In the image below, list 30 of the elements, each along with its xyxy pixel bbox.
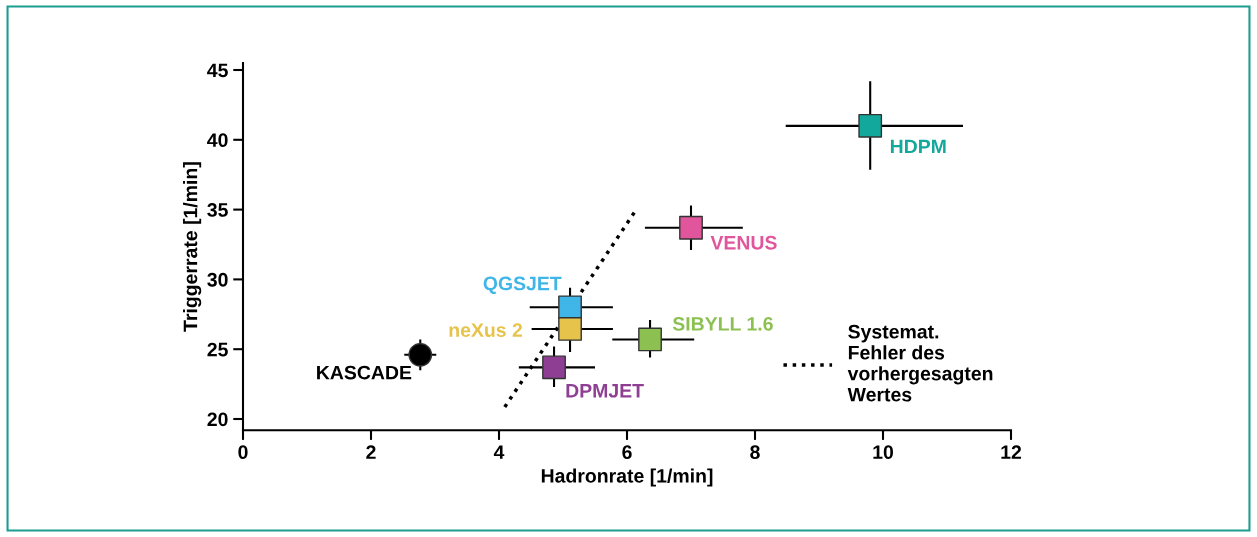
series-label: KASCADE: [317, 365, 412, 380]
x-tick-label: 6: [622, 445, 632, 460]
x-tick-label: 12: [1001, 445, 1022, 459]
y-tick-label: 45: [207, 63, 228, 78]
series-label: HDPM: [890, 139, 946, 154]
series-label: SIBYLL 1.6: [672, 316, 773, 331]
point: [558, 295, 582, 320]
x-tick-label: 2: [366, 445, 376, 459]
x-tick-label: 10: [873, 445, 894, 460]
series-label: QGSJET: [483, 276, 562, 294]
legend-label: Systemat. Fehler des vorhergesagten Wertes: [847, 324, 993, 402]
x-axis-title: Hadronrate [1/min]: [541, 468, 713, 487]
y-tick-label: 25: [207, 342, 228, 357]
point: [542, 355, 566, 380]
series-label: DPMJET: [566, 384, 644, 398]
y-tick-label: 35: [207, 203, 228, 217]
y-tick-label: 40: [207, 133, 228, 148]
x-tick-label: 8: [750, 445, 760, 460]
point: [858, 113, 883, 138]
point: [558, 317, 582, 341]
y-tick-label: 20: [207, 412, 228, 427]
point: [408, 342, 433, 367]
x-tick-label: 0: [238, 445, 248, 460]
point: [679, 215, 703, 240]
y-tick-label: 30: [207, 272, 228, 287]
x-tick-label: 4: [493, 445, 505, 459]
series-label: VENUS: [710, 235, 777, 250]
y-axis-title: Triggerrate [1/min]: [183, 162, 202, 332]
series-label: neXus 2: [449, 323, 523, 337]
point: [638, 327, 662, 352]
